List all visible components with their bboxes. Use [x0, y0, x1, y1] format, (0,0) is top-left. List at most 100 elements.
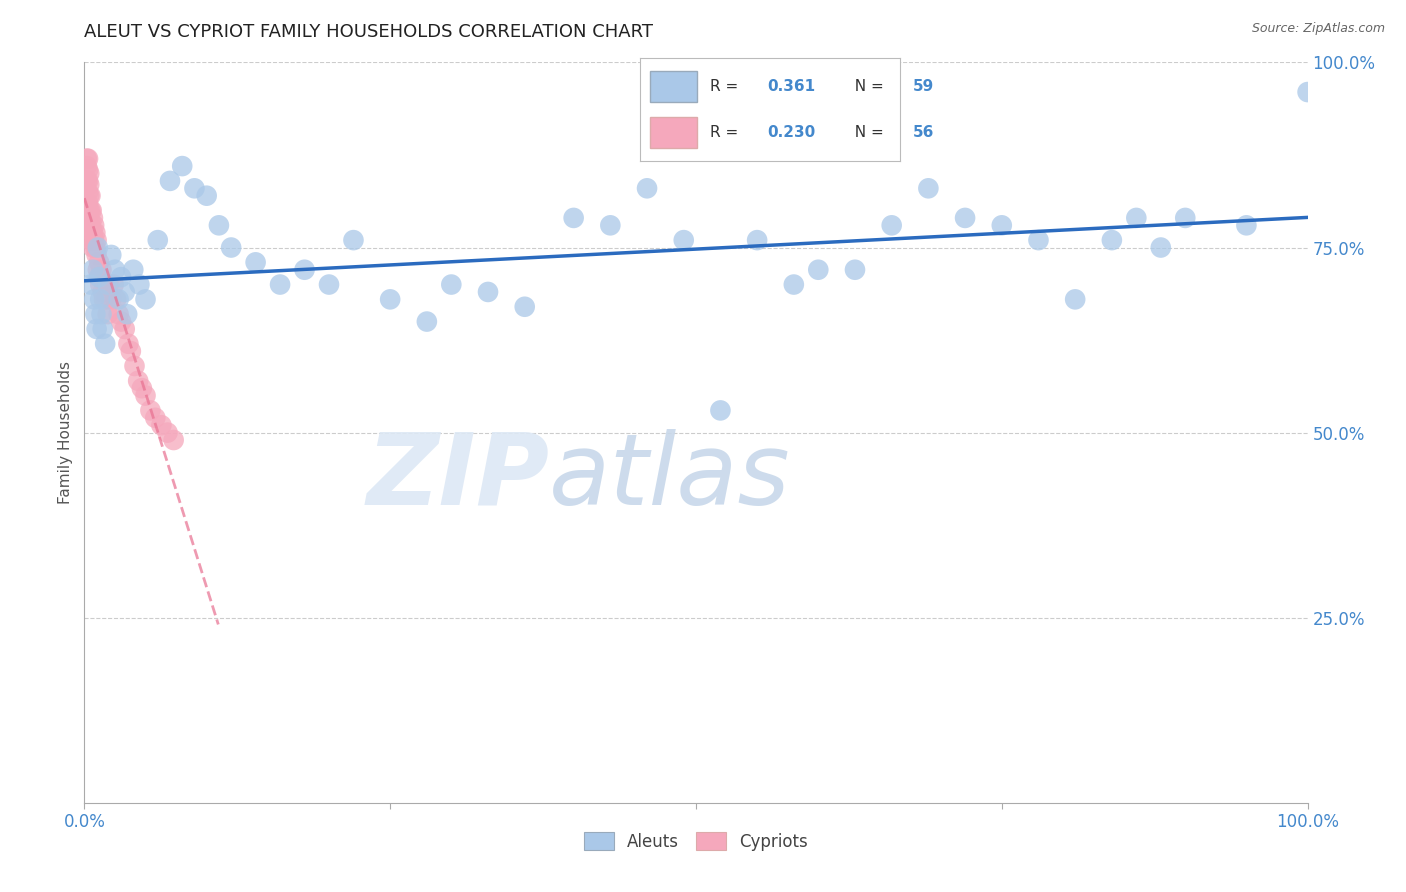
- Point: [880, 219, 903, 233]
- Point: [91, 285, 114, 299]
- Point: [477, 285, 499, 299]
- Point: [77, 188, 100, 202]
- Point: [79, 203, 101, 218]
- Text: N =: N =: [845, 126, 889, 140]
- Point: [747, 233, 769, 247]
- Point: [87, 262, 110, 277]
- Point: [599, 219, 621, 233]
- Point: [87, 240, 110, 255]
- Point: [89, 277, 111, 292]
- Text: 56: 56: [912, 126, 934, 140]
- Point: [77, 196, 100, 211]
- Point: [318, 277, 340, 292]
- Point: [80, 222, 103, 236]
- Point: [150, 418, 173, 433]
- Point: [77, 178, 100, 192]
- Point: [163, 433, 186, 447]
- Text: atlas: atlas: [550, 428, 790, 525]
- Point: [127, 374, 149, 388]
- Point: [89, 293, 111, 307]
- Point: [807, 262, 830, 277]
- Point: [86, 248, 108, 262]
- Text: Source: ZipAtlas.com: Source: ZipAtlas.com: [1251, 22, 1385, 36]
- Point: [97, 307, 120, 321]
- Point: [122, 262, 145, 277]
- Point: [104, 262, 127, 277]
- Point: [96, 293, 118, 307]
- Point: [1174, 211, 1197, 225]
- Point: [94, 277, 117, 292]
- Point: [110, 270, 132, 285]
- Point: [219, 240, 242, 255]
- Text: ALEUT VS CYPRIOT FAMILY HOUSEHOLDS CORRELATION CHART: ALEUT VS CYPRIOT FAMILY HOUSEHOLDS CORRE…: [84, 23, 654, 41]
- Point: [146, 233, 169, 247]
- Point: [269, 277, 291, 292]
- Point: [100, 248, 122, 262]
- Point: [79, 214, 101, 228]
- Point: [208, 219, 231, 233]
- FancyBboxPatch shape: [650, 118, 697, 148]
- Point: [159, 174, 181, 188]
- Point: [245, 255, 267, 269]
- Point: [1101, 233, 1123, 247]
- Point: [83, 233, 105, 247]
- Point: [76, 152, 98, 166]
- Point: [562, 211, 585, 225]
- Point: [1064, 293, 1087, 307]
- Point: [84, 226, 107, 240]
- Point: [844, 262, 866, 277]
- Point: [84, 240, 107, 255]
- Point: [131, 381, 153, 395]
- Point: [77, 162, 100, 177]
- Point: [77, 166, 100, 180]
- FancyBboxPatch shape: [650, 71, 697, 102]
- Point: [103, 277, 125, 292]
- Point: [87, 270, 110, 285]
- Point: [105, 293, 128, 307]
- Point: [76, 159, 98, 173]
- Point: [82, 262, 104, 277]
- Text: R =: R =: [710, 126, 744, 140]
- Point: [91, 322, 114, 336]
- Point: [93, 293, 115, 307]
- Text: R =: R =: [710, 79, 744, 95]
- Point: [110, 314, 132, 328]
- Point: [156, 425, 179, 440]
- Point: [83, 219, 105, 233]
- Point: [97, 277, 120, 292]
- Point: [128, 277, 150, 292]
- Point: [107, 307, 129, 321]
- Point: [97, 277, 120, 292]
- Point: [82, 240, 104, 255]
- Point: [117, 336, 139, 351]
- Point: [440, 277, 463, 292]
- Text: ZIP: ZIP: [366, 428, 550, 525]
- Point: [636, 181, 658, 195]
- Point: [76, 174, 98, 188]
- Point: [124, 359, 146, 373]
- Point: [1028, 233, 1050, 247]
- Point: [84, 307, 107, 321]
- Point: [1125, 211, 1147, 225]
- Point: [80, 203, 103, 218]
- Point: [672, 233, 695, 247]
- Point: [77, 203, 100, 218]
- Point: [115, 307, 138, 321]
- Point: [991, 219, 1014, 233]
- Text: 59: 59: [912, 79, 934, 95]
- Point: [380, 293, 402, 307]
- Point: [77, 152, 100, 166]
- Point: [79, 277, 101, 292]
- Point: [143, 410, 166, 425]
- Point: [917, 181, 939, 195]
- Point: [82, 226, 104, 240]
- Text: 0.361: 0.361: [768, 79, 815, 95]
- Point: [120, 344, 142, 359]
- Point: [294, 262, 316, 277]
- Point: [79, 188, 101, 202]
- Point: [82, 211, 104, 225]
- Point: [87, 255, 110, 269]
- Point: [709, 403, 731, 417]
- Point: [342, 233, 364, 247]
- Point: [77, 185, 100, 199]
